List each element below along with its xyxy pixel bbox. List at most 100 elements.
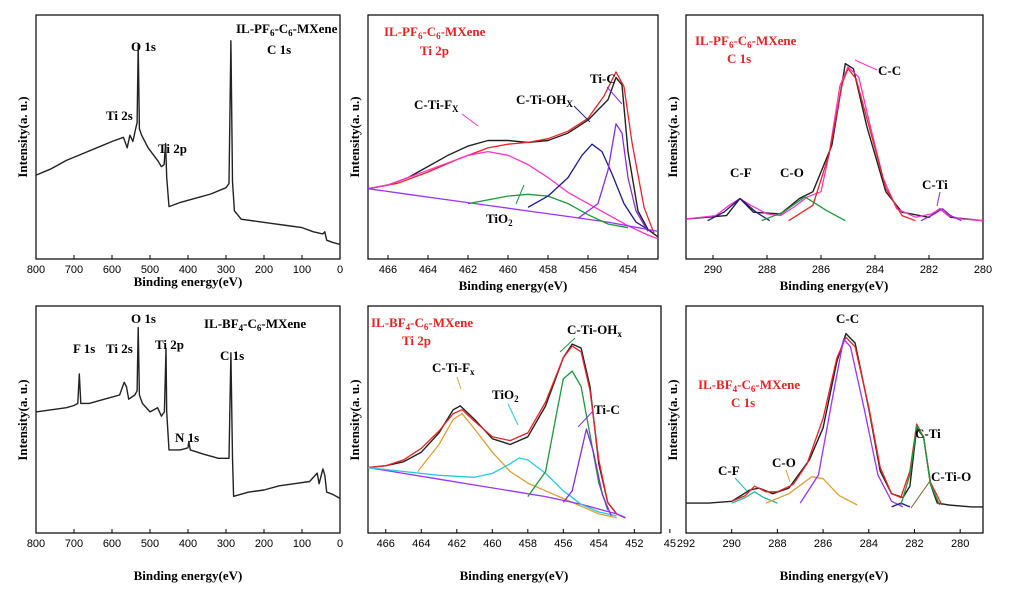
annotation-c-1s: C 1s	[267, 42, 291, 57]
annotation-c-ti-ohx-bf4: C-Ti-OHx	[567, 322, 622, 339]
x-tick-label: 292	[677, 538, 695, 550]
x-tick-label: 290	[723, 538, 741, 550]
ylabel-ti2p-pf6: Intensity(a. u.)	[347, 96, 362, 177]
x-tick-label: 286	[814, 538, 832, 550]
x-tick-label: 0	[337, 538, 343, 550]
x-tick-label: 700	[65, 264, 83, 276]
ylabel-c1s-bf4: Intensity(a. u.)	[665, 379, 680, 460]
title-ti-2p: Ti 2p	[420, 43, 449, 58]
x-tick-label: 400	[179, 264, 197, 276]
annotation-ti-2s-bf4: Ti 2s	[106, 341, 133, 356]
title-c-1s-pf6: C 1s	[727, 51, 751, 66]
x-tick-label: 200	[255, 264, 273, 276]
arrow-c-ti-pf6	[936, 191, 941, 207]
series-line-ti2p-pf6-5	[527, 143, 649, 231]
x-tick-label: 280	[951, 538, 969, 550]
annotation-o-1s: O 1s	[131, 39, 156, 54]
series-line-ti2p-bf4-1	[367, 345, 626, 519]
annotation-sample-pf6: IL-PF6-C6-MXene	[236, 21, 338, 38]
title-sample-bf4-ti2p: IL-BF4-C6-MXene	[371, 315, 473, 332]
series-line-ti2p-bf4-6	[562, 428, 612, 517]
arrow-ti-c-bf4	[577, 410, 594, 428]
annotation-ti-c: Ti-C	[590, 71, 616, 86]
x-tick-label: 0	[337, 264, 343, 276]
annotation-c-f-pf6: C-F	[730, 165, 752, 180]
series-line-ti2p-bf4-4	[367, 457, 617, 517]
series-line-ti2p-bf4-5	[527, 370, 609, 511]
annotation-c-ti-pf6: C-Ti	[922, 177, 948, 192]
xlabel-ti2p-bf4: Binding energy(eV)	[460, 568, 569, 583]
x-tick-label: 600	[103, 264, 121, 276]
annotation-ti-c-bf4: Ti-C	[594, 402, 620, 417]
arrow-c-ti-fx	[461, 113, 479, 127]
series-line-c1s-pf6-3	[761, 196, 846, 222]
series-line-c1s-bf4-5	[891, 502, 911, 508]
annotation-c-ti-fx: C-Ti-FX	[414, 97, 459, 114]
title-ti-2p-bf4: Ti 2p	[402, 333, 431, 348]
ylabel-ti2p-bf4: Intensity(a. u.)	[347, 379, 362, 460]
annotation-n-1s: N 1s	[175, 430, 199, 445]
ylabel-survey-pf6: Intensity(a. u.)	[15, 96, 30, 177]
arrow-c-ti-ohx	[573, 105, 591, 123]
x-tick-label: 284	[866, 264, 884, 276]
annotation-c-f-bf4: C-F	[718, 463, 740, 478]
arrow-c-c-pf6	[854, 59, 878, 71]
x-tick-label: 282	[920, 264, 938, 276]
x-tick-label: 200	[255, 538, 273, 550]
annotation-ti-2p: Ti 2p	[158, 141, 187, 156]
series-line-c1s-bf4-4	[799, 338, 904, 508]
annotation-c-ti-ohx: C-Ti-OHX	[516, 92, 573, 109]
annotation-f-1s: F 1s	[73, 341, 95, 356]
arrow-c-ti-fx-bf4	[456, 376, 462, 390]
x-tick-label: 286	[812, 264, 830, 276]
annotation-c-ti-o-bf4: C-Ti-O	[931, 469, 971, 484]
x-tick-label: 100	[293, 538, 311, 550]
x-tick-label: 800	[27, 264, 45, 276]
x-tick-label: 466	[377, 538, 395, 550]
x-tick-label: 456	[554, 538, 572, 550]
arrow-c-o-bf4	[785, 469, 791, 483]
arrow-c-ti-ohx-bf4	[559, 337, 576, 353]
title-sample-bf4-c1s: IL-BF4-C6-MXene	[698, 377, 800, 394]
series-line-c1s-pf6-5	[920, 208, 962, 222]
series-line-ti2p-bf4-2	[417, 412, 617, 519]
x-tick-label: 284	[860, 538, 878, 550]
panel-frame-c1s-bf4	[685, 305, 984, 534]
x-tick-label: 458	[519, 538, 537, 550]
title-sample-pf6-c1s: IL-PF6-C6-MXene	[695, 33, 797, 50]
series-line-c1s-pf6-2	[707, 197, 771, 222]
annotation-c-o-pf6: C-O	[780, 165, 804, 180]
x-tick-label: 456	[579, 264, 597, 276]
series-line-ti2p-bf4-3	[367, 466, 626, 519]
series-line-survey-pf6-0	[35, 40, 341, 246]
x-tick-label: 460	[483, 538, 501, 550]
annotation-c-c-pf6: C-C	[878, 63, 901, 78]
panel-frame-ti2p-pf6	[367, 14, 659, 260]
series-line-ti2p-pf6-0	[367, 76, 659, 238]
x-tick-label: 462	[448, 538, 466, 550]
arrow-tio2	[515, 184, 525, 205]
x-tick-label: 290	[704, 264, 722, 276]
x-tick-label: 800	[27, 538, 45, 550]
ylabel-survey-bf4: Intensity(a. u.)	[15, 379, 30, 460]
x-tick-label: 282	[905, 538, 923, 550]
title-sample-pf6-ti2p: IL-PF6-C6-MXene	[384, 24, 486, 41]
x-tick-label: 458	[539, 264, 557, 276]
x-tick-label: 452	[625, 538, 643, 550]
x-tick-label: 300	[217, 538, 235, 550]
x-tick-label: 288	[768, 538, 786, 550]
x-tick-label: 280	[974, 264, 992, 276]
xlabel-c1s-pf6: Binding energy(eV)	[780, 278, 889, 293]
x-tick-label: 466	[379, 264, 397, 276]
annotation-o-1s-bf4: O 1s	[131, 311, 156, 326]
series-line-ti2p-pf6-6	[577, 123, 649, 232]
x-tick-label: 500	[141, 264, 159, 276]
annotation-ti-2p-bf4: Ti 2p	[155, 337, 184, 352]
series-line-c1s-bf4-6	[900, 425, 941, 506]
panel-frame-ti2p-bf4	[367, 305, 662, 534]
xlabel-survey-bf4: Binding energy(eV)	[134, 568, 243, 583]
x-tick-label: 500	[141, 538, 159, 550]
xlabel-ti2p-pf6: Binding energy(eV)	[459, 278, 568, 293]
x-tick-label: 300	[217, 264, 235, 276]
series-line-survey-bf4-0	[35, 326, 341, 500]
